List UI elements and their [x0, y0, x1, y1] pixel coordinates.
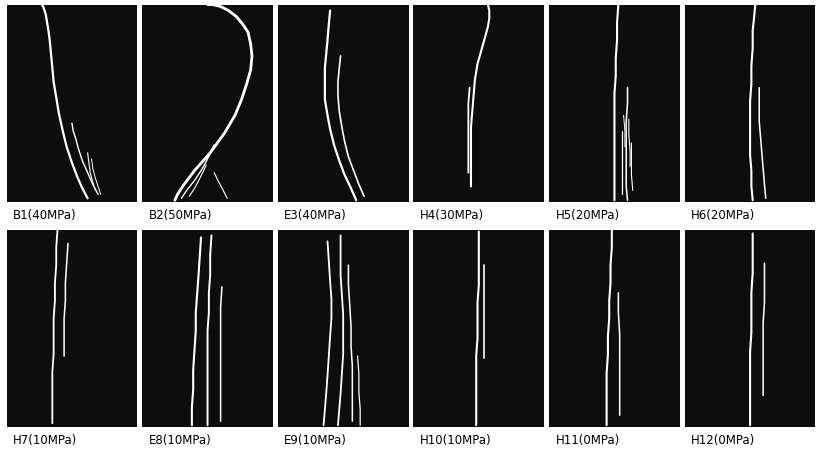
Text: B2(50MPa): B2(50MPa) [149, 209, 212, 222]
Text: H7(10MPa): H7(10MPa) [13, 434, 77, 447]
Text: H12(0MPa): H12(0MPa) [691, 434, 755, 447]
Text: B1(40MPa): B1(40MPa) [13, 209, 76, 222]
Text: H6(20MPa): H6(20MPa) [691, 209, 755, 222]
Text: H5(20MPa): H5(20MPa) [556, 209, 620, 222]
Text: H11(0MPa): H11(0MPa) [556, 434, 620, 447]
Text: H10(10MPa): H10(10MPa) [420, 434, 492, 447]
Text: H4(30MPa): H4(30MPa) [420, 209, 484, 222]
Text: E8(10MPa): E8(10MPa) [149, 434, 211, 447]
Text: E9(10MPa): E9(10MPa) [284, 434, 347, 447]
Text: E3(40MPa): E3(40MPa) [284, 209, 347, 222]
